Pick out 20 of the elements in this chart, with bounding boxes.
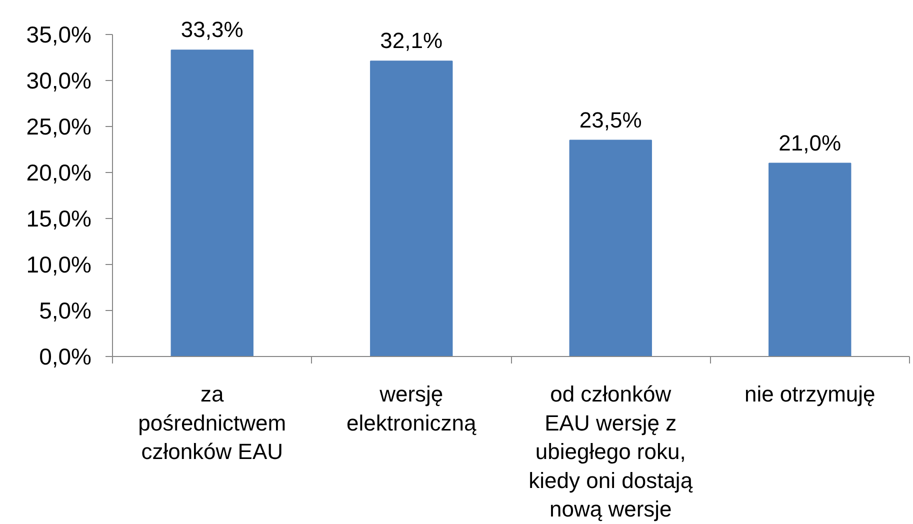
y-tick-label: 10,0% xyxy=(26,252,92,278)
y-tick-label: 5,0% xyxy=(39,298,92,324)
x-tick-label: wersję elektroniczną xyxy=(346,382,477,436)
bar xyxy=(569,140,652,356)
y-tick-label: 25,0% xyxy=(26,114,92,140)
y-tick-label: 15,0% xyxy=(26,206,92,232)
y-tick-label: 0,0% xyxy=(39,344,92,370)
y-tick-label: 20,0% xyxy=(26,160,92,186)
x-tick-label: za pośrednictwem członków EAU xyxy=(138,382,286,464)
bar xyxy=(768,162,852,356)
data-label: 32,1% xyxy=(380,28,443,54)
bar xyxy=(170,50,254,356)
x-tick-label: od członków EAU wersję z ubiegłego roku, kiedy oni dostają nową wersje xyxy=(528,382,694,522)
x-tick-label: nie otrzymuję xyxy=(744,382,876,406)
y-tick-label: 35,0% xyxy=(26,22,92,48)
data-label: 21,0% xyxy=(778,130,842,156)
bar xyxy=(370,60,453,356)
data-label: 33,3% xyxy=(180,17,244,42)
y-tick-label: 30,0% xyxy=(26,68,92,94)
data-label: 23,5% xyxy=(579,107,642,132)
